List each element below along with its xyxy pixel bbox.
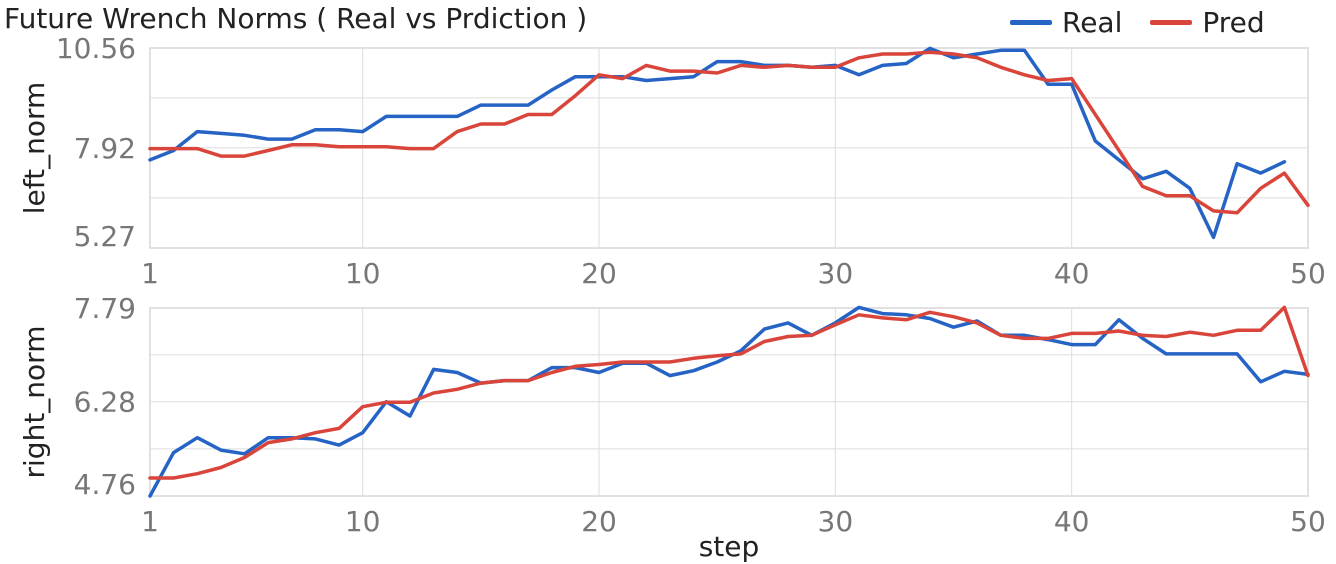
x-axis-title: step [699,530,760,563]
y-tick-label: 10.56 [56,32,136,65]
x-tick-label: 20 [581,257,617,290]
x-tick-label: 50 [1290,257,1326,290]
series-line-pred [148,50,1310,215]
y-tick-label: 7.92 [74,132,136,165]
legend-swatch-pred [1150,19,1193,25]
legend-label-pred: Pred [1202,5,1265,39]
legend-swatch-real [1010,19,1052,25]
x-tick-label: 10 [345,505,381,538]
series-line-real [148,46,1287,240]
y-tick-label: 6.28 [74,386,136,419]
x-tick-label: 10 [345,257,381,290]
y-tick-label: 5.27 [74,220,136,253]
x-tick-label: 30 [818,505,854,538]
y-axis-title: right_norm [18,326,51,479]
x-tick-label: 20 [581,505,617,538]
legend-item-real: Real [1010,6,1122,39]
legend-label-real: Real [1062,5,1123,39]
x-tick-label: 40 [1054,257,1090,290]
chart-title: Future Wrench Norms ( Real vs Prdiction … [4,2,588,35]
series-line-pred [148,305,1310,480]
y-axis-title: left_norm [18,82,51,215]
legend: Real Pred [1010,4,1293,40]
x-tick-label: 40 [1054,505,1090,538]
x-tick-label: 30 [818,257,854,290]
legend-item-pred: Pred [1150,5,1265,39]
y-tick-label: 4.76 [74,468,136,501]
x-tick-label: 1 [141,257,159,290]
x-tick-label: 50 [1290,505,1326,538]
x-tick-label: 1 [141,505,159,538]
y-tick-label: 7.79 [74,292,136,325]
